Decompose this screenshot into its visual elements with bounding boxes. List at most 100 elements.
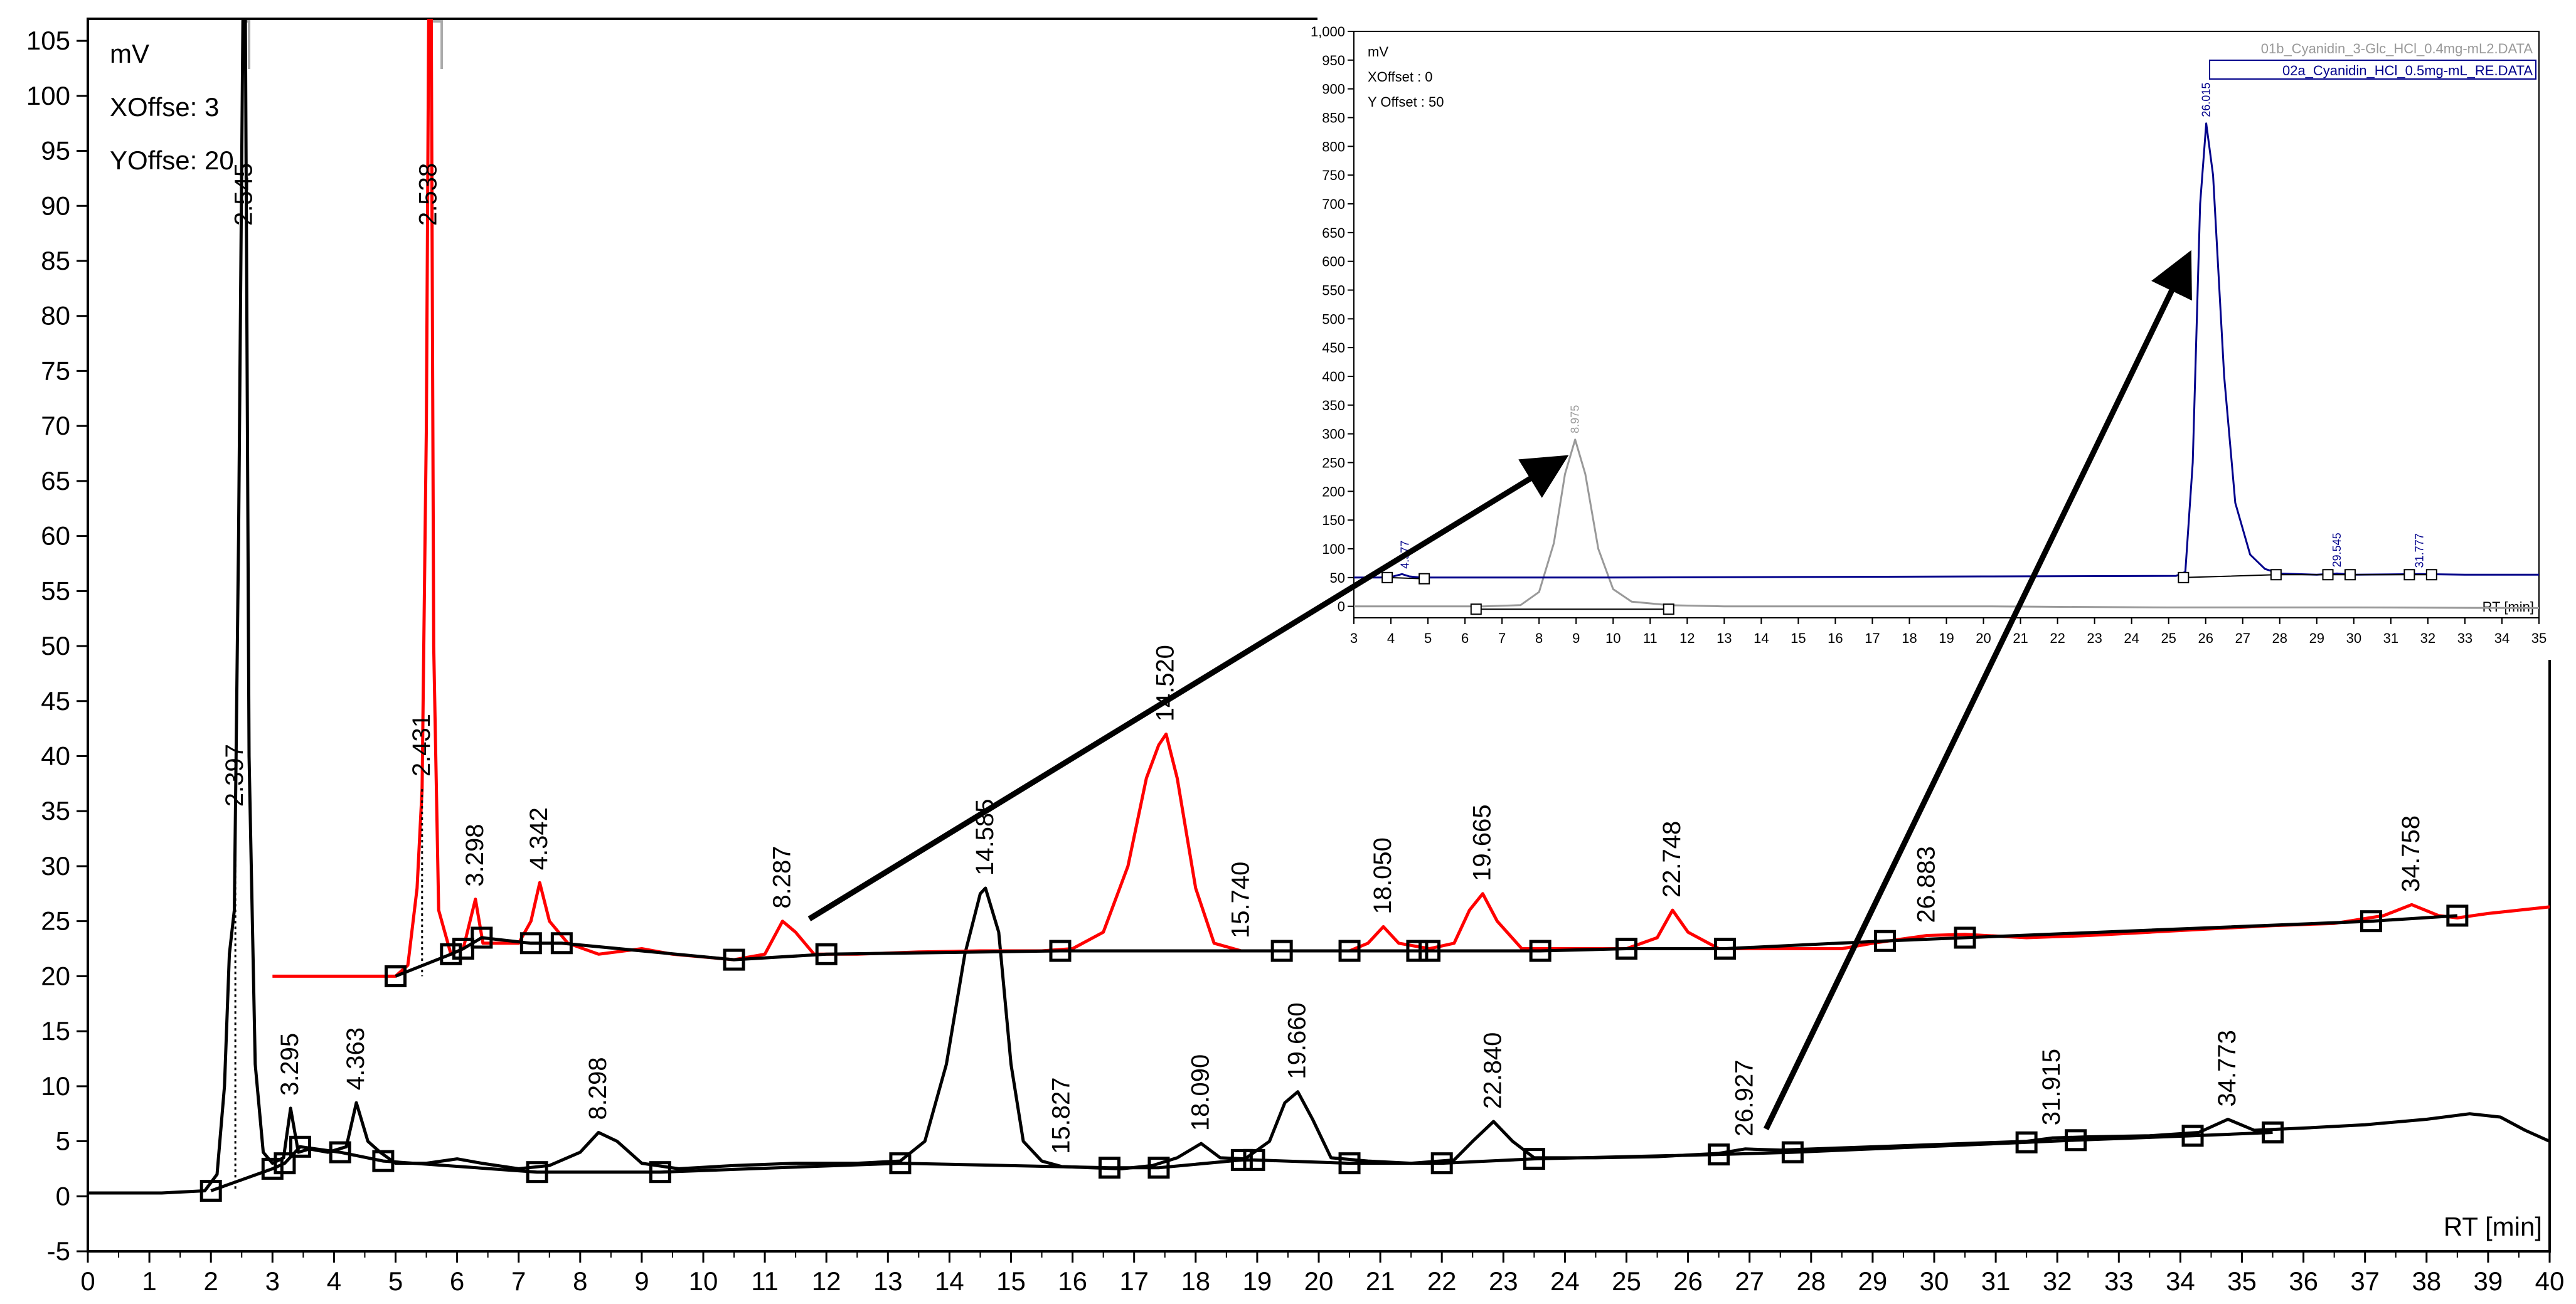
peak-label: 8.298	[584, 1057, 612, 1120]
y-tick-label: 70	[41, 411, 70, 440]
inset-x-tick-label: 8	[1535, 630, 1543, 646]
baseline-marker	[471, 926, 493, 949]
y-tick-label: 65	[41, 466, 70, 496]
baseline-marker	[1406, 940, 1429, 962]
baseline-marker	[2015, 1131, 2038, 1153]
x-tick-label: 3	[265, 1266, 280, 1296]
x-tick-label: 22	[1427, 1266, 1457, 1296]
baseline-marker	[649, 1161, 671, 1184]
baseline-marker	[526, 1161, 548, 1184]
peak-label: 18.050	[1369, 837, 1397, 914]
baseline-marker	[889, 1152, 912, 1175]
inset-baseline-marker	[2178, 571, 2190, 583]
inset-chromatogram: 3 4 5 6 7 8 9 10 11 12 13 14 15 16 17 18 19 20 21 22 23 24 25 2…	[1311, 14, 2576, 660]
inset-baseline-marker	[2270, 569, 2282, 581]
inset-x-tick-label: 20	[1976, 630, 1991, 646]
peak-label: 31.915	[2038, 1049, 2065, 1125]
baseline-marker	[2065, 1129, 2087, 1152]
x-tick-label: 10	[689, 1266, 718, 1296]
peak-label: 2.431	[408, 714, 435, 777]
x-tick-label: 9	[634, 1266, 649, 1296]
baseline-marker	[452, 938, 474, 960]
inset-y-tick-label: 400	[1322, 369, 1345, 384]
inset-y-tick-label: 100	[1322, 541, 1345, 557]
x-tick-label: 33	[2104, 1266, 2134, 1296]
x-tick-label: 21	[1366, 1266, 1395, 1296]
inset-baseline-marker	[2403, 569, 2415, 581]
y-tick-label: 45	[41, 686, 70, 716]
x-tick-label: 35	[2227, 1266, 2257, 1296]
baseline-marker	[1418, 940, 1441, 962]
y-offset-label: YOffse: 20	[110, 146, 234, 175]
inset-peak-label: 26.015	[2200, 83, 2213, 117]
inset-y-tick-label: 200	[1322, 484, 1345, 499]
inset-x-tick-label: 7	[1498, 630, 1506, 646]
inset-y-tick-label: 950	[1322, 53, 1345, 68]
arrow-to-gray-peak	[807, 455, 1569, 921]
inset-y-tick-label: 250	[1322, 455, 1345, 471]
inset-x-tick-label: 24	[2124, 630, 2139, 646]
inset-y-tick-label: 1,000	[1311, 24, 1345, 40]
inset-x-tick-label: 31	[2383, 630, 2398, 646]
baseline-marker	[1338, 940, 1361, 962]
baseline-marker	[1270, 940, 1293, 962]
baseline-marker	[815, 943, 838, 965]
baseline-marker	[2181, 1125, 2204, 1147]
x-tick-label: 23	[1489, 1266, 1518, 1296]
legend-entry-2: 02a_Cyanidin_HCl_0.5mg-mL_RE.DATA	[2282, 63, 2533, 78]
peak-label: 4.342	[525, 807, 553, 870]
y-tick-label: 30	[41, 851, 70, 881]
baseline-marker	[329, 1141, 351, 1164]
inset-x-tick-label: 21	[2013, 630, 2028, 646]
peak-label: 2.545	[230, 163, 258, 226]
inset-y-tick-label: 450	[1322, 340, 1345, 356]
inset-series-gray	[1354, 438, 2540, 609]
inset-peak-label: 29.545	[2331, 533, 2343, 567]
x-tick-label: 5	[388, 1266, 403, 1296]
baseline-marker	[1230, 1148, 1253, 1171]
peak-label: 3.295	[276, 1033, 304, 1096]
inset-peak-label: 8.975	[1569, 405, 1582, 433]
baseline-marker	[274, 1152, 296, 1175]
x-tick-label: 15	[996, 1266, 1026, 1296]
x-tick-label: 31	[1981, 1266, 2011, 1296]
baseline-marker	[200, 1180, 222, 1202]
peak-label: 34.773	[2213, 1030, 2241, 1106]
x-tick-label: 13	[873, 1266, 903, 1296]
baseline-marker	[2360, 910, 2383, 933]
y-unit-label: mV	[110, 39, 149, 68]
inset-y-unit-label: mV	[1368, 44, 1388, 60]
inset-y-tick-label: 750	[1322, 167, 1345, 183]
x-tick-label: 19	[1243, 1266, 1272, 1296]
inset-x-tick-label: 14	[1754, 630, 1769, 646]
x-tick-label: 30	[1920, 1266, 1949, 1296]
inset-y-tick-label: 550	[1322, 283, 1345, 299]
baseline-marker	[1338, 1152, 1361, 1175]
inset-baseline-marker	[1418, 573, 1430, 585]
inset-x-tick-label: 15	[1791, 630, 1806, 646]
x-offset-label: XOffse: 3	[110, 92, 219, 122]
peak-label: 15.740	[1227, 862, 1254, 938]
peak-label: 34.758	[2397, 815, 2425, 892]
x-tick-label: 7	[511, 1266, 526, 1296]
inset-y-tick-label: 850	[1322, 110, 1345, 126]
y-tick-label: 75	[41, 356, 70, 385]
legend-selection-box	[2209, 60, 2536, 80]
baseline-marker	[1874, 930, 1897, 952]
y-tick-label: 10	[41, 1071, 70, 1101]
x-tick-label: 27	[1735, 1266, 1764, 1296]
legend-entry-1: 01b_Cyanidin_3-Glc_HCl_0.4mg-mL2.DATA	[2261, 41, 2533, 56]
x-tick-label: 39	[2474, 1266, 2503, 1296]
x-unit-label: RT [min]	[2444, 1212, 2542, 1241]
y-tick-label: 20	[41, 961, 70, 990]
y-tick-label: 60	[41, 521, 70, 551]
y-tick-label: 50	[41, 631, 70, 660]
peak-label: 26.883	[1913, 846, 1940, 923]
x-tick-label: 26	[1673, 1266, 1703, 1296]
peak-label: 18.090	[1187, 1054, 1215, 1131]
baseline-marker	[1615, 938, 1637, 960]
x-tick-label: 4	[327, 1266, 341, 1296]
x-tick-label: 32	[2043, 1266, 2072, 1296]
inset-x-unit-label: RT [min]	[2483, 599, 2534, 615]
